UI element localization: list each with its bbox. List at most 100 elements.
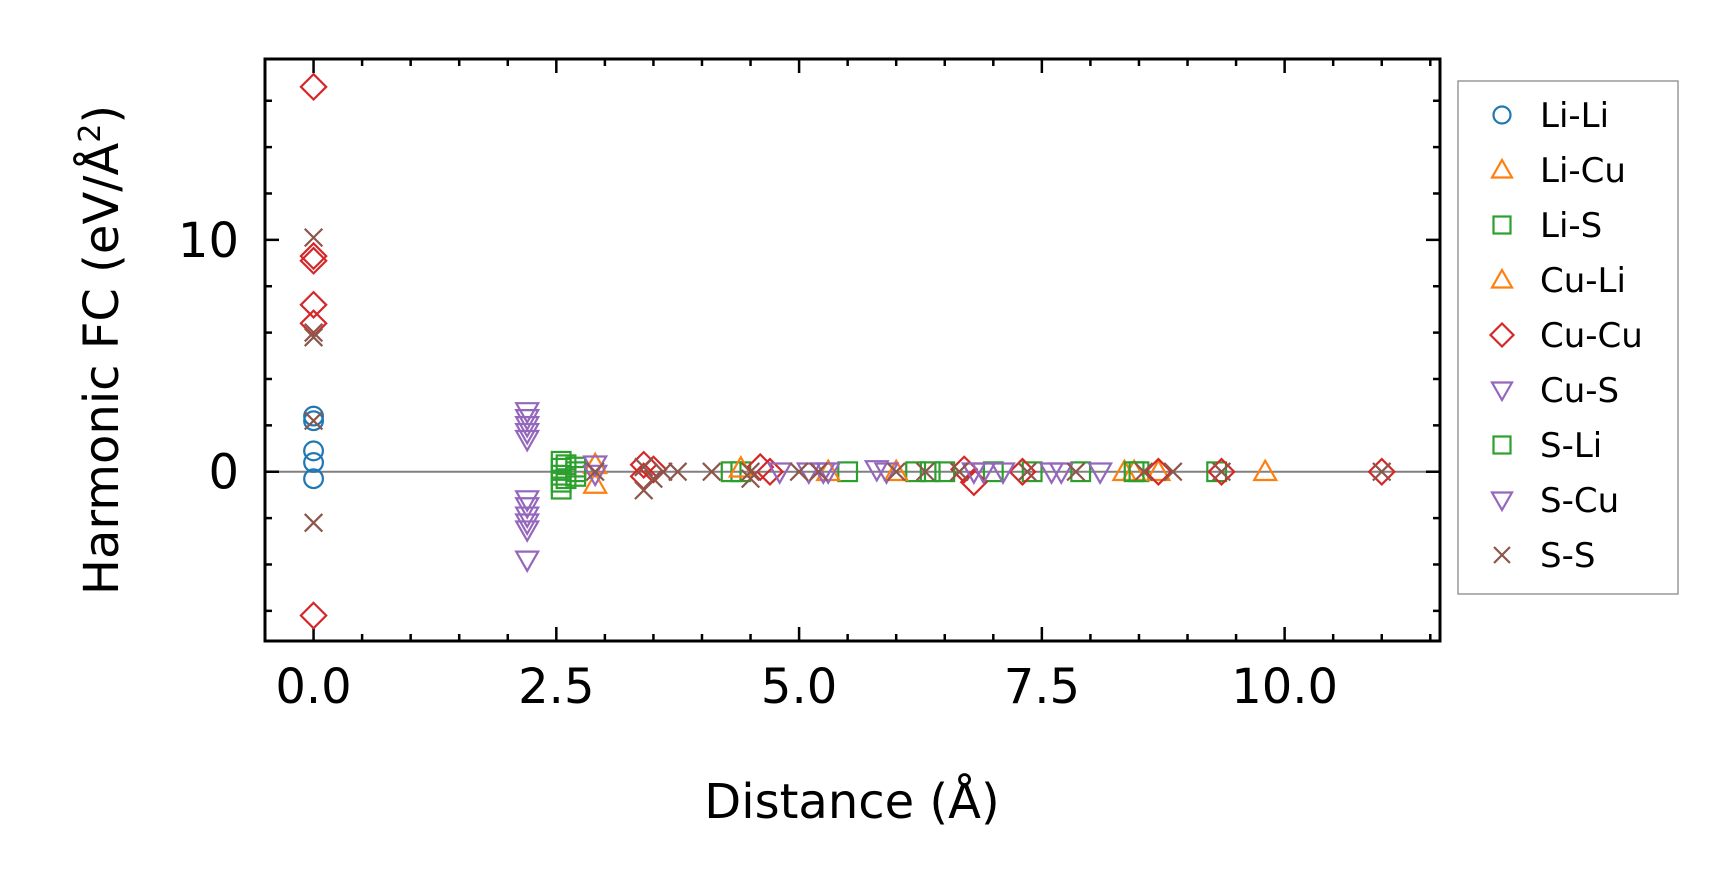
- point-li-li: [303, 452, 325, 473]
- point-s-s: [634, 480, 654, 500]
- point-s-s: [303, 323, 324, 343]
- point-cu-s: [514, 550, 541, 574]
- point-li-s: [837, 461, 859, 483]
- legend: Li-Li Li-Cu Li-S Cu-Li Cu-Cu Cu-S S-Li S-Cu S-S: [1457, 80, 1679, 595]
- point-cu-s: [766, 462, 793, 485]
- point-cu-s: [514, 422, 541, 446]
- point-s-s: [303, 411, 324, 431]
- legend-label-li-li: Li-Li: [1540, 96, 1609, 136]
- x-axis-label: Distance (Å): [704, 773, 999, 830]
- legend-box: [1457, 80, 1679, 595]
- point-cu-cu: [299, 72, 328, 102]
- point-cu-cu: [299, 241, 328, 271]
- point-cu-cu: [299, 290, 328, 319]
- point-li-cu: [582, 471, 609, 494]
- point-cu-li: [1145, 458, 1172, 482]
- point-s-s: [886, 462, 906, 482]
- point-cu-cu: [629, 450, 658, 479]
- legend-marker-li-li: [1492, 105, 1512, 125]
- point-s-s: [808, 462, 829, 482]
- legend-marker-s-s: [1493, 546, 1511, 564]
- y-axis-label-main: Harmonic FC (eV/Å: [73, 143, 130, 596]
- point-cu-s: [514, 429, 541, 453]
- point-s-s: [740, 469, 761, 489]
- x-tick-label: 7.5: [1004, 659, 1080, 715]
- x-tick-label: 0.0: [275, 659, 351, 715]
- point-s-s: [740, 462, 761, 482]
- point-cu-s: [863, 460, 890, 483]
- point-s-s: [1017, 462, 1037, 482]
- point-cu-s: [514, 506, 541, 530]
- x-tick-label: 5.0: [761, 659, 837, 715]
- point-cu-s: [514, 416, 541, 439]
- point-cu-li: [815, 458, 842, 482]
- point-s-li: [919, 461, 941, 483]
- point-s-s: [949, 462, 969, 482]
- point-cu-s: [873, 462, 900, 485]
- legend-marker-li-cu: [1490, 157, 1514, 179]
- legend-label-s-li: S-Li: [1540, 426, 1602, 466]
- point-cu-cu: [299, 246, 328, 275]
- point-s-s: [789, 462, 809, 482]
- point-cu-li: [883, 458, 910, 482]
- y-axis-label-sup: 2: [73, 124, 108, 143]
- point-s-cu: [1048, 462, 1075, 485]
- point-li-li: [303, 440, 325, 462]
- legend-label-li-cu: Li-Cu: [1540, 151, 1626, 191]
- point-cu-cu: [755, 457, 785, 486]
- point-cu-s: [514, 409, 541, 432]
- point-s-s: [1211, 462, 1232, 482]
- point-li-li: [303, 405, 325, 427]
- point-cu-s: [514, 513, 541, 536]
- point-cu-cu: [299, 601, 328, 630]
- y-axis-label: Harmonic FC (eV/Å2): [73, 105, 130, 595]
- y-tick-label: 10: [178, 213, 239, 269]
- legend-marker-cu-li: [1490, 267, 1514, 289]
- point-s-li: [934, 461, 956, 483]
- point-s-s: [303, 513, 324, 533]
- point-s-s: [303, 327, 324, 347]
- point-li-s: [1021, 461, 1043, 483]
- legend-label-li-s: Li-S: [1540, 206, 1602, 246]
- point-s-s: [1372, 462, 1392, 482]
- point-li-s: [1070, 461, 1092, 483]
- legend-marker-li-s: [1492, 215, 1512, 235]
- point-s-s: [643, 469, 664, 489]
- point-cu-s: [1087, 462, 1114, 485]
- x-tick-label: 2.5: [518, 659, 594, 715]
- point-li-cu: [1252, 458, 1279, 482]
- legend-marker-s-cu: [1490, 491, 1514, 513]
- point-s-s: [1163, 462, 1183, 482]
- plot-frame: [263, 57, 1442, 643]
- y-tick-label: 0: [208, 445, 239, 501]
- x-tick-label: 10.0: [1231, 659, 1338, 715]
- point-cu-s: [795, 462, 822, 485]
- point-s-s: [1134, 462, 1154, 482]
- point-s-s: [915, 462, 935, 482]
- legend-label-s-s: S-S: [1540, 536, 1595, 576]
- point-cu-cu: [1144, 457, 1173, 486]
- point-s-s: [585, 462, 605, 482]
- point-cu-s: [582, 464, 609, 488]
- point-s-s: [653, 462, 673, 482]
- point-cu-s: [514, 490, 541, 513]
- point-s-s: [303, 227, 324, 248]
- point-cu-s: [514, 520, 541, 543]
- point-cu-cu: [1207, 457, 1236, 486]
- point-s-cu: [990, 462, 1016, 485]
- legend-marker-cu-s: [1490, 381, 1514, 403]
- point-s-s: [668, 462, 688, 482]
- point-li-li: [303, 468, 325, 490]
- point-s-s: [702, 462, 722, 482]
- legend-marker-cu-cu: [1488, 321, 1516, 349]
- point-s-s: [634, 457, 654, 477]
- point-cu-cu: [1367, 457, 1396, 486]
- point-s-cu: [960, 462, 987, 485]
- legend-label-cu-s: Cu-S: [1540, 371, 1619, 411]
- point-li-s: [565, 465, 587, 487]
- point-s-s: [1066, 462, 1086, 482]
- legend-label-cu-cu: Cu-Cu: [1540, 316, 1643, 356]
- point-cu-s: [514, 402, 541, 425]
- point-li-li: [303, 410, 325, 432]
